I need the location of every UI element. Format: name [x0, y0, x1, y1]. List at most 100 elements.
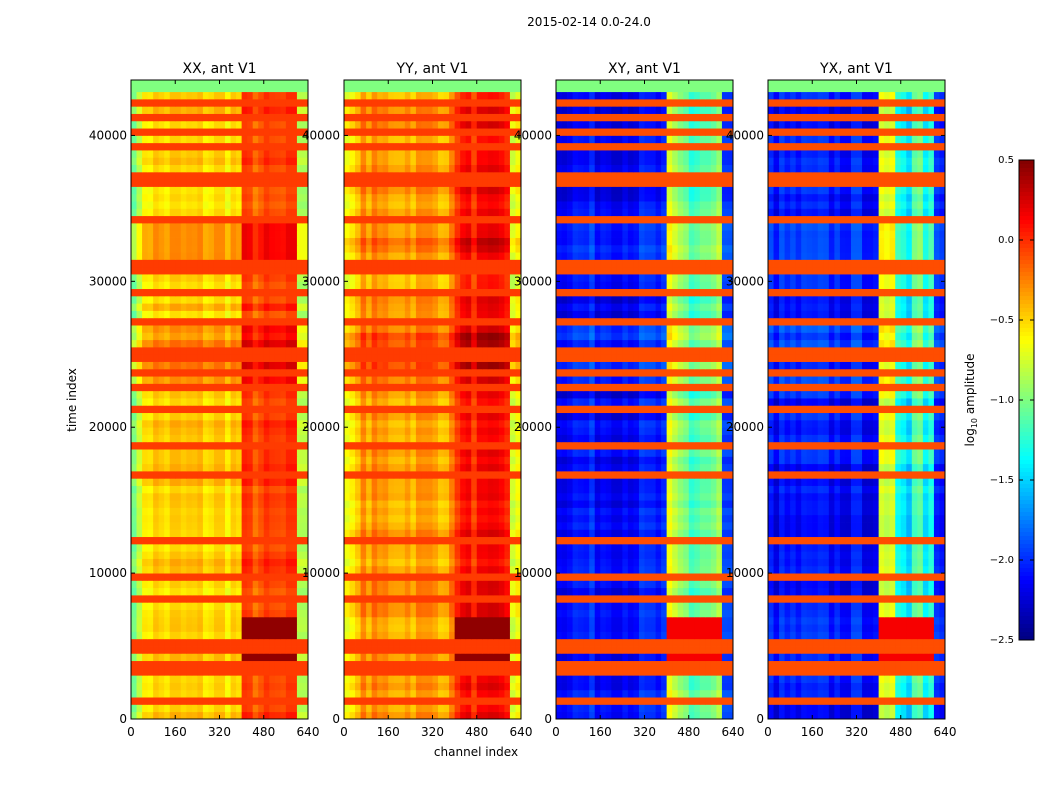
heatmap-cell [291, 514, 298, 523]
heatmap-cell [296, 558, 303, 567]
heatmap-cell [432, 252, 439, 260]
heatmap-cell [460, 638, 467, 647]
heatmap-cell [377, 434, 384, 443]
heatmap-cell [449, 500, 456, 508]
heatmap-cell [355, 361, 361, 370]
heatmap-cell [247, 295, 254, 304]
heatmap-cell [258, 427, 265, 435]
heatmap-cell [355, 266, 361, 275]
heatmap-cell [153, 689, 160, 698]
heatmap-cell [142, 543, 148, 552]
heatmap-cell [191, 500, 198, 508]
heatmap-cell [269, 390, 276, 399]
heatmap-cell [487, 398, 494, 406]
heatmap-cell [482, 529, 489, 538]
heatmap-cell [509, 689, 516, 698]
heatmap-cell [302, 383, 309, 392]
heatmap-cell [230, 697, 237, 705]
heatmap-cell [247, 697, 254, 705]
heatmap-cell [153, 179, 160, 187]
heatmap-cell [438, 390, 444, 399]
heatmap-cell [131, 142, 137, 151]
heatmap-cell [180, 653, 187, 662]
heatmap-cell [493, 412, 500, 421]
heatmap-cell [371, 419, 378, 428]
heatmap-cell [258, 536, 265, 545]
heatmap-cell [366, 646, 373, 654]
heatmap-cell [186, 558, 193, 567]
heatmap-cell [302, 266, 309, 275]
heatmap-cell [280, 565, 287, 574]
heatmap-cell [219, 398, 226, 406]
heatmap-cell [509, 660, 516, 669]
heatmap-cell [230, 660, 237, 669]
heatmap-cell [274, 653, 281, 662]
heatmap-cell [465, 317, 472, 326]
heatmap-cell [302, 631, 309, 640]
heatmap-cell [449, 514, 456, 523]
heatmap-cell [438, 434, 444, 443]
heatmap-cell [410, 558, 417, 567]
heatmap-cell [487, 565, 494, 574]
heatmap-cell [236, 631, 243, 640]
heatmap-cell [404, 573, 411, 581]
heatmap-cell [388, 449, 395, 457]
heatmap-cell [263, 142, 270, 151]
heatmap-cell [202, 463, 209, 472]
heatmap-cell [515, 456, 522, 465]
heatmap-cell [382, 660, 389, 669]
heatmap-cell [404, 368, 411, 377]
heatmap-cell [377, 412, 384, 421]
heatmap-cell [136, 485, 143, 494]
heatmap-cell [219, 449, 226, 457]
heatmap-cell [349, 624, 356, 632]
heatmap-cell [236, 171, 243, 180]
heatmap-cell [438, 332, 444, 341]
heatmap-cell [410, 660, 417, 669]
heatmap-cell [349, 419, 356, 428]
heatmap-cell [186, 193, 193, 202]
heatmap-cell [131, 230, 137, 238]
heatmap-cell [399, 704, 406, 713]
heatmap-cell [438, 485, 444, 494]
heatmap-cell [252, 303, 259, 311]
heatmap-cell [493, 573, 500, 581]
heatmap-cell [404, 252, 411, 260]
heatmap-cell [498, 259, 505, 268]
heatmap-cell [410, 427, 417, 435]
heatmap-cell [476, 383, 483, 392]
heatmap-cell [438, 346, 444, 355]
heatmap-cell [247, 303, 254, 311]
heatmap-cell [404, 419, 411, 428]
heatmap-cell [197, 667, 204, 676]
heatmap-cell [421, 332, 428, 341]
heatmap-cell [225, 303, 231, 311]
heatmap-cell [377, 288, 384, 297]
heatmap-cell [471, 580, 478, 589]
heatmap-cell [415, 244, 422, 253]
heatmap-cell [202, 653, 209, 662]
heatmap-cell [230, 179, 237, 187]
heatmap-cell [302, 317, 309, 326]
heatmap-cell [169, 390, 176, 399]
heatmap-cell [169, 536, 176, 545]
heatmap-cell [136, 325, 143, 333]
heatmap-cell [269, 667, 276, 676]
heatmap-cell [302, 624, 309, 632]
heatmap-cell [285, 485, 292, 494]
heatmap-cell [515, 412, 522, 421]
heatmap-cell [131, 456, 137, 465]
heatmap-cell [274, 179, 281, 187]
heatmap-cell [302, 704, 309, 713]
heatmap-cell [197, 398, 204, 406]
heatmap-cell [191, 157, 198, 166]
heatmap-cell [142, 120, 148, 129]
heatmap-cell [426, 653, 433, 662]
heatmap-cell [399, 675, 406, 683]
heatmap-cell [269, 252, 276, 260]
heatmap-cell [471, 310, 478, 319]
heatmap-cell [302, 565, 309, 574]
heatmap-cell [344, 266, 350, 275]
heatmap-cell [225, 128, 231, 136]
heatmap-cell [263, 91, 270, 100]
